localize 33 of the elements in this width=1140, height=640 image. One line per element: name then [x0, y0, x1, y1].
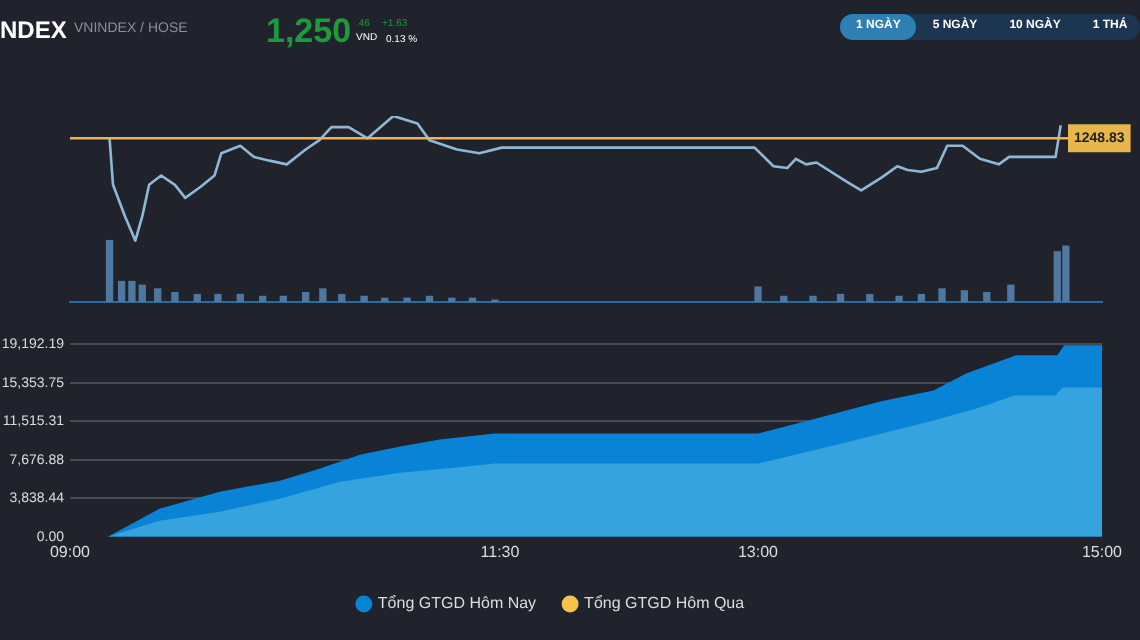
- bar: [836, 293, 845, 302]
- bar: [360, 295, 368, 302]
- bar: [809, 295, 817, 302]
- bar: [279, 295, 287, 302]
- x-tick-label: 09:00: [49, 542, 92, 561]
- bar: [236, 293, 244, 302]
- bar: [1007, 284, 1015, 302]
- x-tick-label: 13:00: [737, 542, 780, 561]
- bar: [214, 293, 222, 302]
- bar: [960, 290, 969, 302]
- x-tick-label: 15:00: [1081, 542, 1124, 561]
- bar: [154, 288, 162, 302]
- bar: [258, 295, 267, 302]
- legend-label: Tổng GTGD Hôm Qua: [584, 594, 746, 613]
- bar: [301, 292, 310, 302]
- bar: [895, 295, 903, 302]
- text: 1,250: [266, 12, 352, 52]
- bar: [1062, 245, 1070, 302]
- bar: [338, 293, 346, 302]
- bar: [193, 293, 201, 302]
- bar: [983, 292, 991, 302]
- text: NDEX: [0, 16, 67, 44]
- legend-label: Tổng GTGD Hôm Nay: [377, 594, 537, 613]
- x-tick-label: 11:30: [480, 542, 521, 561]
- bar: [780, 295, 788, 302]
- bar: [754, 286, 762, 302]
- bar: [171, 292, 179, 302]
- bar: [938, 288, 946, 302]
- bar: [917, 293, 926, 302]
- bar: [866, 293, 874, 302]
- bar: [425, 295, 434, 302]
- bar: [319, 288, 327, 302]
- bar: [105, 239, 114, 302]
